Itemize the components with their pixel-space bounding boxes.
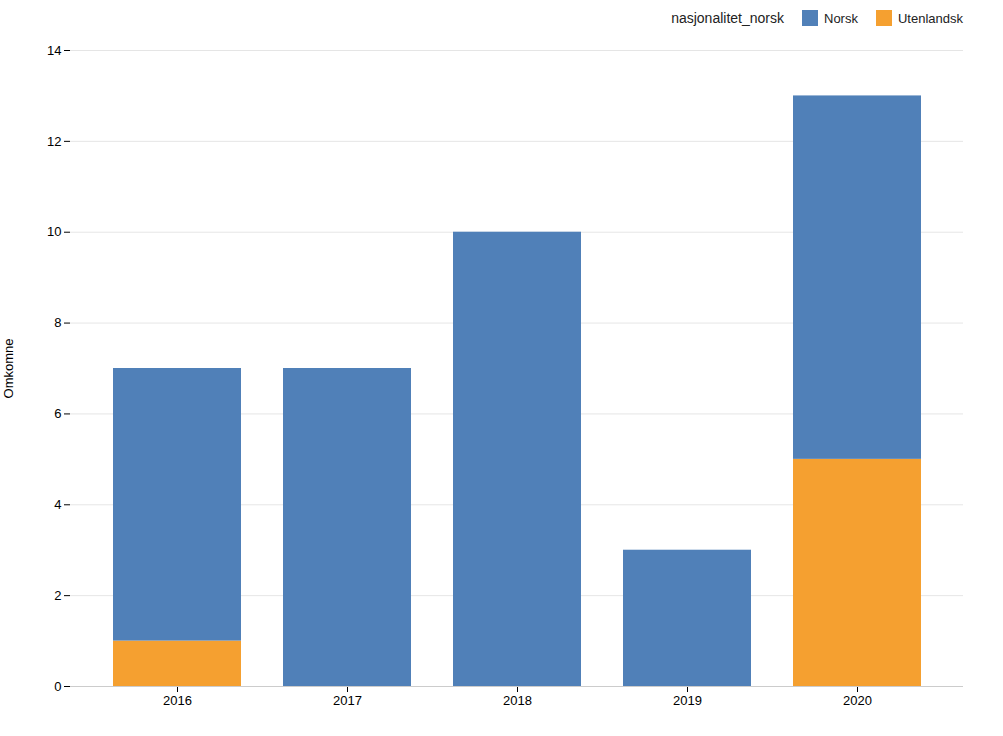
svg-text:Omkomne: Omkomne [1,339,16,399]
html-text:Utenlandsk: Utenlandsk [898,10,963,26]
svg-text:0: 0 [54,679,61,694]
svg-text:2: 2 [54,588,61,603]
svg-text:2016: 2016 [163,693,192,708]
svg-text:12: 12 [47,134,61,149]
svg-text:2018: 2018 [503,693,532,708]
svg-text:2017: 2017 [333,693,362,708]
svg-text:2020: 2020 [843,693,872,708]
svg-text:14: 14 [47,43,61,58]
html-text:Norsk: Norsk [824,10,858,26]
svg-text:8: 8 [54,315,61,330]
html-text:nasjonalitet_norsk: nasjonalitet_norsk [671,10,784,26]
svg-text:6: 6 [54,406,61,421]
svg-text:4: 4 [54,497,61,512]
svg-text:10: 10 [47,224,61,239]
svg-text:2019: 2019 [673,693,702,708]
